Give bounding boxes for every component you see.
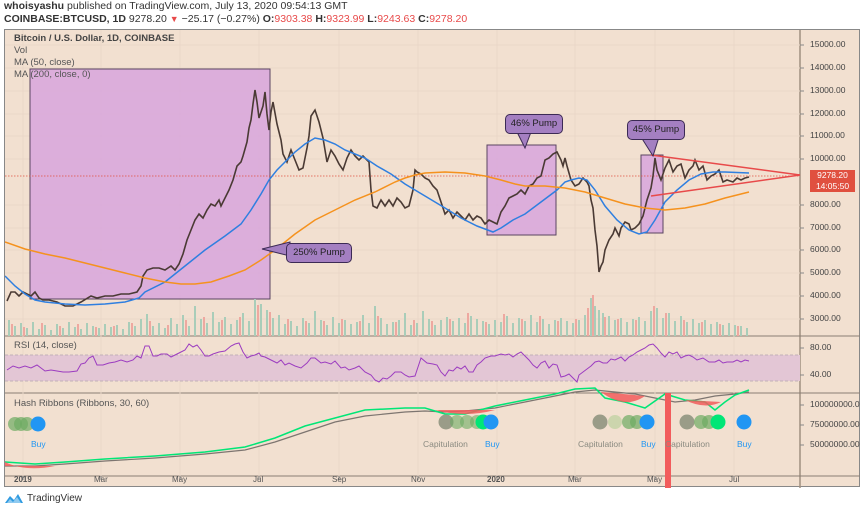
last-price-tag: 9278.20 bbox=[810, 170, 855, 181]
price-axis-label: 5000.00 bbox=[810, 267, 841, 277]
time-axis-label: Sep bbox=[332, 475, 347, 484]
pump-box-45 bbox=[640, 154, 664, 234]
high-label: H: bbox=[315, 13, 327, 25]
signal-capitulation: Capitulation bbox=[578, 439, 623, 449]
hash-axis-label: 75000000.00 bbox=[810, 419, 860, 429]
cloud-logo-icon bbox=[5, 493, 23, 503]
rsi-axis-label: 80.00 bbox=[810, 342, 832, 352]
time-axis-label: Mar bbox=[568, 475, 582, 484]
time-axis-label: Mar bbox=[94, 475, 108, 484]
brand-name: TradingView bbox=[27, 492, 83, 504]
pump-box-250 bbox=[29, 68, 271, 300]
hash-ribbons-label[interactable]: Hash Ribbons (Ribbons, 30, 60) bbox=[14, 398, 150, 409]
time-axis-label: Jul bbox=[729, 475, 740, 484]
legend-ma50[interactable]: MA (50, close) bbox=[14, 57, 75, 68]
signal-buy: Buy bbox=[737, 439, 752, 449]
time-axis-label: May bbox=[172, 475, 188, 484]
price-axis-label: 4000.00 bbox=[810, 290, 841, 300]
symbol-info: COINBASE:BTCUSD, 1D 9278.20 ▼ −25.17 (−0… bbox=[4, 13, 467, 26]
low-label: L: bbox=[367, 13, 378, 25]
close-label: C: bbox=[418, 13, 430, 25]
rsi-line bbox=[6, 342, 750, 383]
last-price: 9278.20 bbox=[128, 13, 167, 25]
volume-bars bbox=[8, 295, 748, 336]
rsi-label[interactable]: RSI (14, close) bbox=[14, 340, 77, 351]
ma200-line bbox=[5, 171, 750, 285]
signal-buy: Buy bbox=[641, 439, 656, 449]
hash-axis-label: 50000000.00 bbox=[810, 439, 860, 449]
time-axis-label: Jul bbox=[253, 475, 264, 484]
high-value: 9323.99 bbox=[326, 13, 365, 25]
price-axis-label: 15000.00 bbox=[810, 39, 846, 49]
author-name[interactable]: whoisyashu bbox=[4, 0, 65, 12]
price-axis-label: 8000.00 bbox=[810, 199, 841, 209]
price-axis-label: 3000.00 bbox=[810, 313, 841, 323]
low-value: 9243.63 bbox=[377, 13, 416, 25]
tradingview-logo[interactable]: TradingView bbox=[4, 491, 82, 505]
bar-countdown-tag: 14:05:50 bbox=[810, 181, 855, 192]
rsi-axis-label: 40.00 bbox=[810, 369, 832, 379]
hash-ribbon-signals bbox=[8, 414, 752, 432]
signal-capitulation: Capitulation bbox=[665, 439, 710, 449]
signal-buy: Buy bbox=[31, 439, 46, 449]
time-axis-label: 2020 bbox=[487, 475, 505, 484]
open-value: 9303.38 bbox=[274, 13, 313, 25]
price-axis-label: 13000.00 bbox=[810, 85, 846, 95]
capitulation-bar bbox=[665, 393, 671, 488]
price-axis-label: 14000.00 bbox=[810, 62, 846, 72]
time-axis-label: May bbox=[647, 475, 663, 484]
close-value: 9278.20 bbox=[429, 13, 468, 25]
hash-axis-label: 100000000.00 bbox=[810, 399, 860, 409]
down-arrow-icon: ▼ bbox=[169, 14, 179, 24]
price-axis-label: 6000.00 bbox=[810, 244, 841, 254]
signal-capitulation: Capitulation bbox=[423, 439, 468, 449]
symbol: COINBASE:BTCUSD, 1D bbox=[4, 13, 126, 25]
price-change: −25.17 (−0.27%) bbox=[181, 13, 260, 25]
chart-canvas[interactable] bbox=[5, 30, 860, 488]
published-text: published on TradingView.com, July 13, 2… bbox=[67, 0, 348, 12]
price-axis-label: 12000.00 bbox=[810, 108, 846, 118]
price-axis-label: 7000.00 bbox=[810, 222, 841, 232]
chart-container[interactable]: Bitcoin / U.S. Dollar, 1D, COINBASE Vol … bbox=[4, 29, 860, 488]
legend-ma200[interactable]: MA (200, close, 0) bbox=[14, 69, 91, 80]
callout-250-pump[interactable]: 250% Pump bbox=[286, 243, 352, 263]
rsi-band bbox=[5, 355, 800, 381]
chart-title: Bitcoin / U.S. Dollar, 1D, COINBASE bbox=[14, 33, 175, 44]
ma50-line bbox=[5, 137, 750, 306]
signal-buy: Buy bbox=[485, 439, 500, 449]
callout-46-pump[interactable]: 46% Pump bbox=[505, 114, 563, 134]
price-axis-label: 10000.00 bbox=[810, 153, 846, 163]
time-axis-label: 2019 bbox=[14, 475, 32, 484]
open-label: O: bbox=[262, 13, 275, 25]
callout-45-pump[interactable]: 45% Pump bbox=[627, 120, 685, 140]
publish-info: whoisyashu published on TradingView.com,… bbox=[4, 0, 348, 13]
price-line bbox=[6, 89, 750, 307]
price-axis-label: 11000.00 bbox=[810, 130, 845, 140]
time-axis-label: Nov bbox=[411, 475, 426, 484]
legend-vol[interactable]: Vol bbox=[14, 45, 28, 56]
